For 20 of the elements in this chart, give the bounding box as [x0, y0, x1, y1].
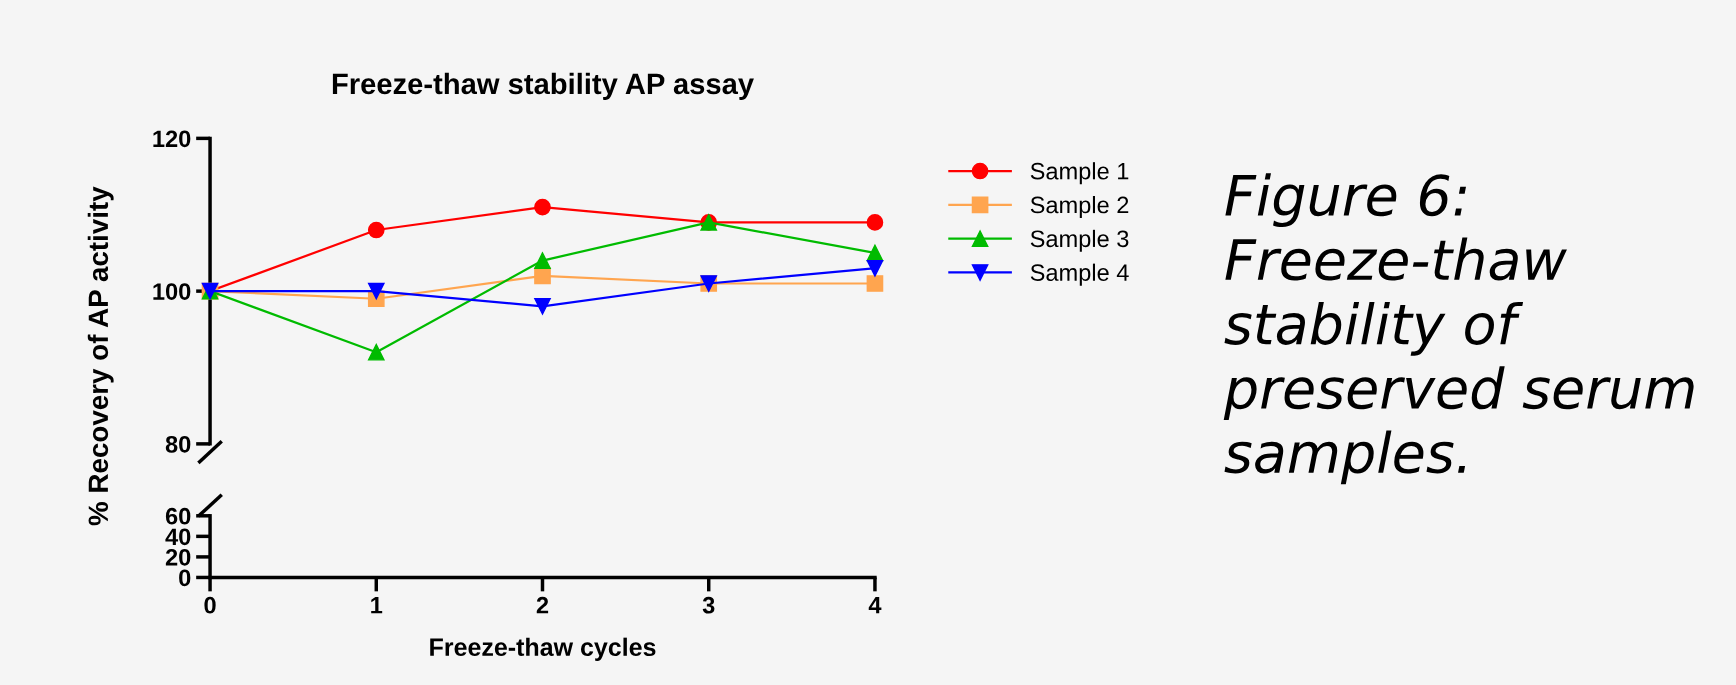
y-tick-label: 0: [179, 569, 191, 587]
legend-label: Sample 3: [1030, 229, 1129, 252]
y-tick-label: 60: [165, 507, 191, 525]
legend-label: Sample 4: [1030, 263, 1129, 286]
x-tick-label: 0: [204, 596, 216, 614]
y-tick-label: 40: [165, 528, 191, 546]
x-tick-label: 3: [702, 596, 715, 614]
legend-label: Sample 2: [1030, 196, 1129, 219]
x-tick-label: 4: [868, 597, 882, 614]
y-axis-title: % Recovery of AP activity: [87, 186, 114, 526]
legend-label: Sample 1: [1030, 162, 1129, 185]
caption: Figure 6: Freeze-thaw stability of preserved serum samples.: [1223, 173, 1694, 485]
y-tick-label: 20: [165, 548, 191, 566]
y-tick-label: 120: [153, 130, 191, 148]
x-axis-title: Freeze-thaw cycles: [430, 637, 656, 661]
y-tick-label: 100: [153, 283, 191, 300]
chart-title: Freeze-thaw stability AP assay: [332, 72, 754, 100]
y-tick-label: 80: [165, 435, 191, 453]
x-tick-label: 1: [371, 597, 383, 614]
x-tick-label: 2: [536, 596, 549, 614]
